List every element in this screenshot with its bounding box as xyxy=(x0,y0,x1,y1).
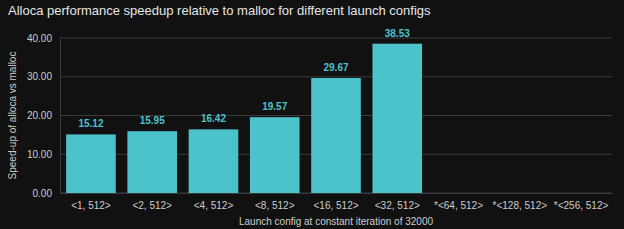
background xyxy=(0,0,624,229)
grid-line xyxy=(60,76,612,77)
x-axis: <1, 512> <2, 512> <4, 512> <8, 512> <16, 512… xyxy=(61,193,613,211)
bar xyxy=(311,78,361,193)
x-tick: <2, 512> xyxy=(132,193,172,211)
y-tick-label: 0.00 xyxy=(33,188,53,199)
x-axis-title: Launch config at constant iteration of 3… xyxy=(239,216,433,227)
y-tick-label: 20.00 xyxy=(27,110,52,121)
bar xyxy=(372,44,422,193)
bar xyxy=(127,131,177,193)
y-axis-line xyxy=(60,39,61,194)
x-tick: <4, 512> xyxy=(194,193,234,211)
x-axis-line xyxy=(61,193,613,194)
y-tick-label: 40.00 xyxy=(27,33,52,44)
data-labels: 15.12 15.95 16.42 19.57 29.67 38.53 xyxy=(78,28,410,130)
grid xyxy=(60,38,612,193)
x-tick: *<64, 512> xyxy=(434,193,483,211)
bars xyxy=(66,44,422,193)
title: Alloca performance speedup relative to m… xyxy=(8,3,431,18)
chart: 0.00 10.00 20.00 30.00 40.00 <1, 512> <2, 512>… xyxy=(0,0,624,229)
y-tick: 20.00 xyxy=(27,110,60,121)
y-tick: 30.00 xyxy=(27,71,60,82)
y-axis: 0.00 10.00 20.00 30.00 40.00 xyxy=(27,33,61,199)
data-label: 15.95 xyxy=(140,115,165,126)
x-tick-label: <2, 512> xyxy=(132,200,172,211)
y-tick-label: 10.00 xyxy=(27,149,52,160)
data-label: 16.42 xyxy=(201,113,226,124)
x-tick: <1, 512> xyxy=(71,193,111,211)
y-tick: 10.00 xyxy=(27,149,60,160)
x-tick: <8, 512> xyxy=(255,193,295,211)
x-tick-label: <32, 512> xyxy=(375,200,420,211)
x-tick: *<256, 512> xyxy=(554,193,609,211)
x-tick-label: <8, 512> xyxy=(255,200,295,211)
x-tick-label: *<128, 512> xyxy=(493,200,548,211)
y-tick: 0.00 xyxy=(33,188,60,199)
x-tick-label: <4, 512> xyxy=(194,200,234,211)
data-label: 29.67 xyxy=(323,62,348,73)
x-tick: *<128, 512> xyxy=(493,193,548,211)
data-label: 15.12 xyxy=(78,118,103,129)
x-tick: <32, 512> xyxy=(375,193,420,211)
y-tick-label: 30.00 xyxy=(27,71,52,82)
data-label: 19.57 xyxy=(262,101,287,112)
y-tick: 40.00 xyxy=(27,33,60,44)
y-axis-title: Speed-up of alloca vs malloc xyxy=(7,52,18,180)
bar xyxy=(189,129,239,193)
plot: 0.00 10.00 20.00 30.00 40.00 <1, 512> <2, 512>… xyxy=(27,28,613,211)
x-tick-label: *<64, 512> xyxy=(434,200,483,211)
x-tick: <16, 512> xyxy=(313,193,358,211)
x-tick-label: <16, 512> xyxy=(313,200,358,211)
bar xyxy=(250,117,300,193)
x-tick-label: *<256, 512> xyxy=(554,200,609,211)
grid-line xyxy=(60,38,612,39)
bar xyxy=(66,134,116,193)
x-tick-label: <1, 512> xyxy=(71,200,111,211)
data-label: 38.53 xyxy=(385,28,410,39)
